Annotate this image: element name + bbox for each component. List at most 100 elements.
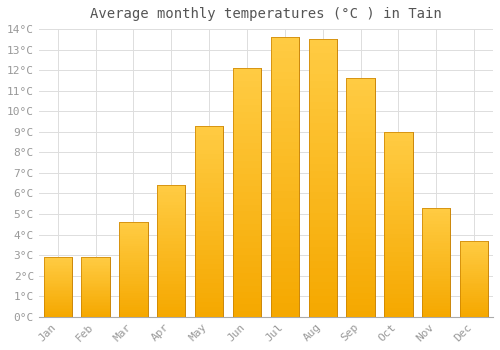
- Bar: [195, 231, 224, 236]
- Bar: [195, 255, 224, 259]
- Bar: [119, 295, 148, 298]
- Bar: [195, 169, 224, 174]
- Bar: [44, 263, 72, 265]
- Bar: [157, 215, 186, 218]
- Bar: [195, 312, 224, 317]
- Bar: [119, 244, 148, 246]
- Bar: [460, 294, 488, 296]
- Bar: [270, 282, 299, 289]
- Bar: [422, 273, 450, 276]
- Bar: [82, 257, 110, 317]
- Bar: [422, 208, 450, 211]
- Bar: [82, 262, 110, 263]
- Bar: [157, 195, 186, 198]
- Bar: [82, 306, 110, 308]
- Bar: [44, 311, 72, 312]
- Bar: [308, 240, 337, 247]
- Bar: [308, 268, 337, 275]
- Bar: [119, 258, 148, 260]
- Bar: [119, 262, 148, 265]
- Bar: [422, 289, 450, 292]
- Bar: [157, 284, 186, 287]
- Bar: [195, 240, 224, 245]
- Bar: [44, 287, 72, 288]
- Bar: [346, 293, 375, 299]
- Bar: [82, 311, 110, 312]
- Bar: [233, 310, 261, 317]
- Bar: [44, 274, 72, 275]
- Bar: [308, 199, 337, 206]
- Bar: [422, 276, 450, 279]
- Bar: [195, 279, 224, 284]
- Bar: [308, 102, 337, 109]
- Bar: [460, 243, 488, 245]
- Bar: [308, 39, 337, 317]
- Bar: [308, 233, 337, 240]
- Bar: [422, 240, 450, 243]
- Bar: [308, 67, 337, 74]
- Bar: [195, 164, 224, 169]
- Bar: [460, 277, 488, 279]
- Bar: [384, 275, 412, 280]
- Bar: [233, 286, 261, 292]
- Bar: [346, 78, 375, 317]
- Bar: [346, 108, 375, 114]
- Bar: [422, 262, 450, 265]
- Bar: [270, 184, 299, 191]
- Bar: [422, 249, 450, 251]
- Bar: [308, 213, 337, 220]
- Bar: [82, 275, 110, 276]
- Bar: [44, 257, 72, 317]
- Bar: [119, 305, 148, 307]
- Bar: [308, 164, 337, 171]
- Bar: [422, 312, 450, 314]
- Bar: [233, 74, 261, 81]
- Bar: [422, 246, 450, 249]
- Bar: [157, 244, 186, 248]
- Bar: [195, 264, 224, 269]
- Bar: [233, 105, 261, 112]
- Bar: [460, 309, 488, 311]
- Bar: [270, 289, 299, 296]
- Bar: [82, 293, 110, 294]
- Bar: [233, 298, 261, 304]
- Bar: [44, 266, 72, 268]
- Bar: [195, 159, 224, 164]
- Bar: [270, 240, 299, 247]
- Bar: [195, 188, 224, 193]
- Bar: [82, 268, 110, 269]
- Bar: [422, 265, 450, 268]
- Bar: [119, 232, 148, 234]
- Bar: [195, 126, 224, 317]
- Bar: [384, 308, 412, 312]
- Bar: [157, 310, 186, 314]
- Bar: [346, 84, 375, 90]
- Bar: [157, 254, 186, 258]
- Bar: [270, 303, 299, 310]
- Bar: [82, 303, 110, 305]
- Bar: [119, 222, 148, 225]
- Bar: [195, 174, 224, 178]
- Bar: [460, 246, 488, 248]
- Bar: [422, 216, 450, 219]
- Bar: [270, 114, 299, 121]
- Bar: [460, 306, 488, 307]
- Bar: [460, 296, 488, 298]
- Bar: [460, 282, 488, 285]
- Bar: [460, 262, 488, 264]
- Bar: [195, 284, 224, 288]
- Bar: [44, 284, 72, 286]
- Bar: [233, 130, 261, 136]
- Bar: [422, 235, 450, 238]
- Bar: [157, 281, 186, 284]
- Bar: [157, 205, 186, 208]
- Bar: [460, 292, 488, 294]
- Bar: [157, 185, 186, 317]
- Bar: [384, 294, 412, 298]
- Bar: [270, 163, 299, 170]
- Bar: [422, 260, 450, 262]
- Bar: [82, 292, 110, 293]
- Bar: [233, 68, 261, 317]
- Bar: [44, 305, 72, 306]
- Bar: [82, 260, 110, 262]
